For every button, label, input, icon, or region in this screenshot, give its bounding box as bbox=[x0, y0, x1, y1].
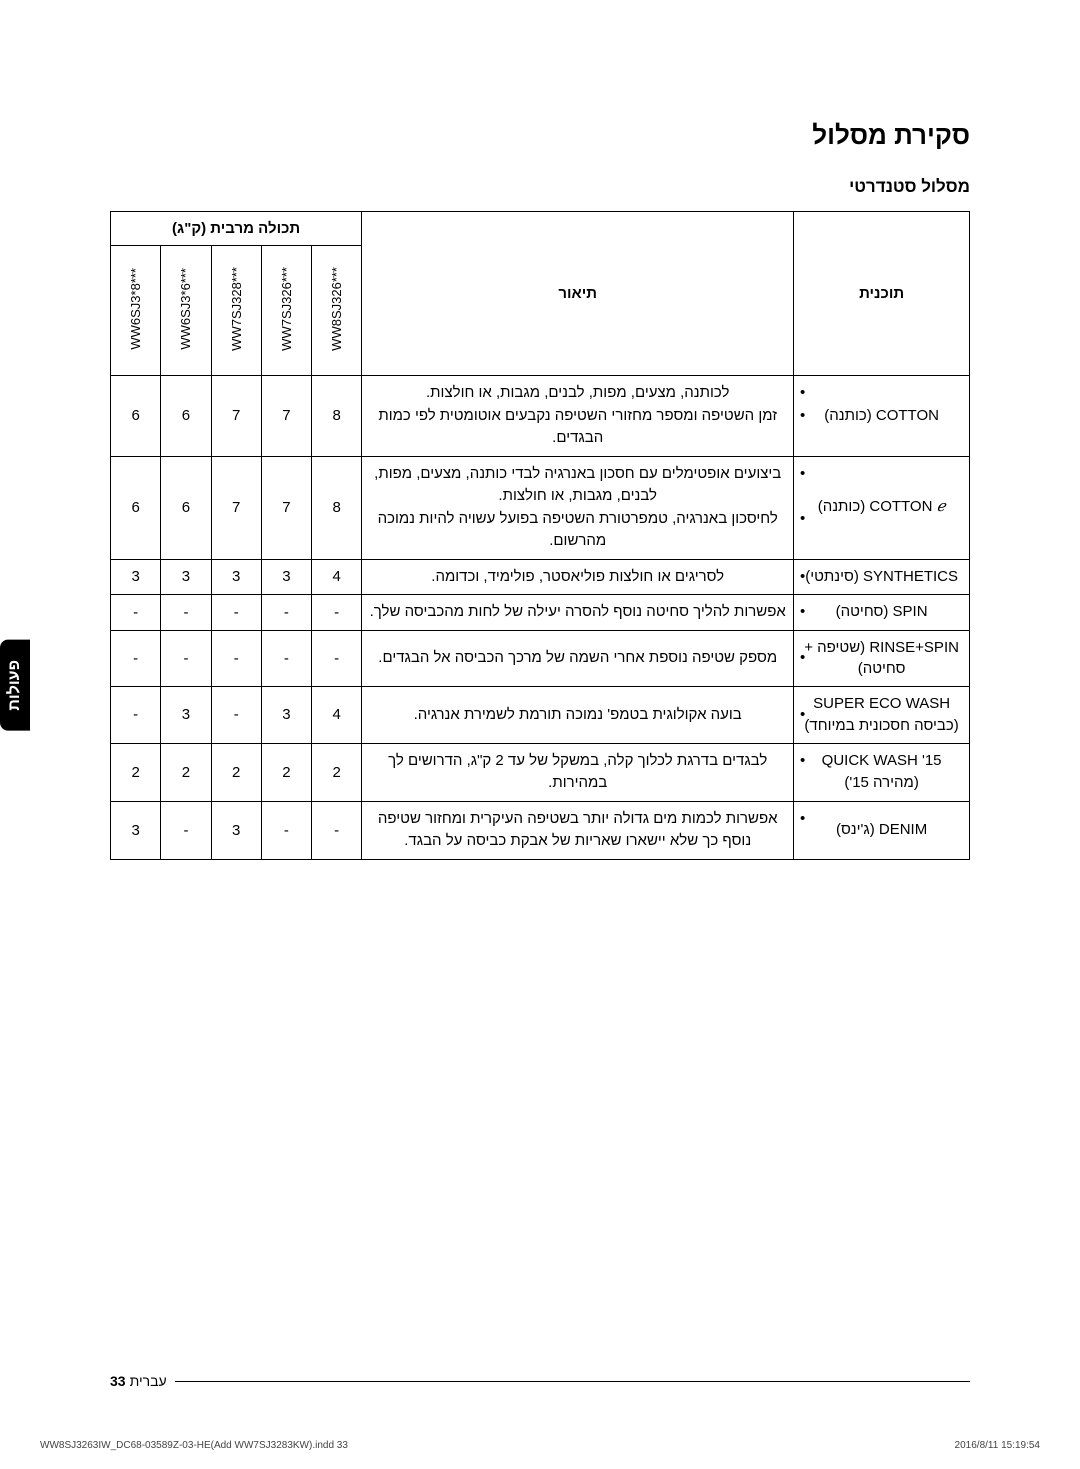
description-bullet: אפשרות לכמות מים גדולה יותר בשטיפה העיקר… bbox=[366, 808, 789, 853]
description-cell: לכותנה, מצעים, מפות, לבנים, מגבות, או חו… bbox=[362, 376, 794, 457]
capacity-cell: 4 bbox=[312, 687, 362, 744]
capacity-cell: - bbox=[111, 595, 161, 631]
header-description: תיאור bbox=[362, 212, 794, 376]
capacity-cell: - bbox=[261, 595, 311, 631]
capacity-cell: 7 bbox=[211, 376, 261, 457]
capacity-cell: - bbox=[161, 595, 211, 631]
header-model-3: WW6SJ3*6*** bbox=[161, 246, 211, 376]
cycle-table: תוכנית תיאור תכולה מרבית (ק"ג) WW8SJ326*… bbox=[110, 211, 970, 860]
program-cell: SYNTHETICS (סינתטי) bbox=[794, 559, 970, 595]
capacity-cell: 3 bbox=[211, 559, 261, 595]
capacity-cell: - bbox=[312, 801, 362, 859]
capacity-cell: 3 bbox=[261, 687, 311, 744]
program-cell: RINSE+SPIN (שטיפה + סחיטה) bbox=[794, 630, 970, 687]
print-filename: WW8SJ3263IW_DC68-03589Z-03-HE(Add WW7SJ3… bbox=[40, 1440, 348, 1451]
table-row: ℯ COTTON (כותנה)ביצועים אופטימלים עם חסכ… bbox=[111, 456, 970, 559]
description-bullet: לסריגים או חולצות פוליאסטר, פולימיד, וכד… bbox=[366, 566, 789, 589]
subsection-title: מסלול סטנדרטי bbox=[110, 177, 970, 197]
capacity-cell: 7 bbox=[261, 376, 311, 457]
header-model-1: WW7SJ326*** bbox=[261, 246, 311, 376]
capacity-cell: 7 bbox=[261, 456, 311, 559]
capacity-cell: 2 bbox=[211, 743, 261, 801]
capacity-cell: 6 bbox=[161, 456, 211, 559]
eco-icon: ℯ bbox=[937, 497, 946, 519]
header-model-4: WW6SJ3*8*** bbox=[111, 246, 161, 376]
page-footer: עברית 33 bbox=[110, 1373, 970, 1389]
capacity-cell: 3 bbox=[211, 801, 261, 859]
program-cell: ℯ COTTON (כותנה) bbox=[794, 456, 970, 559]
table-row: SUPER ECO WASH (כביסה חסכונית במיוחד)בוע… bbox=[111, 687, 970, 744]
program-cell: COTTON (כותנה) bbox=[794, 376, 970, 457]
header-capacity-group: תכולה מרבית (ק"ג) bbox=[111, 212, 362, 246]
description-bullet: ביצועים אופטימלים עם חסכון באנרגיה לבדי … bbox=[366, 463, 789, 508]
capacity-cell: 2 bbox=[161, 743, 211, 801]
description-bullet: לחיסכון באנרגיה, טמפרטורת השטיפה בפועל ע… bbox=[366, 508, 789, 553]
capacity-cell: 3 bbox=[111, 801, 161, 859]
print-metadata: WW8SJ3263IW_DC68-03589Z-03-HE(Add WW7SJ3… bbox=[40, 1440, 1040, 1451]
description-cell: בועה אקולוגית בטמפ' נמוכה תורמת לשמירת א… bbox=[362, 687, 794, 744]
header-program: תוכנית bbox=[794, 212, 970, 376]
capacity-cell: 8 bbox=[312, 456, 362, 559]
capacity-cell: - bbox=[261, 630, 311, 687]
program-cell: 15' QUICK WASH (מהירה 15') bbox=[794, 743, 970, 801]
capacity-cell: 6 bbox=[111, 376, 161, 457]
capacity-cell: 2 bbox=[261, 743, 311, 801]
capacity-cell: 6 bbox=[111, 456, 161, 559]
description-bullet: זמן השטיפה ומספר מחזורי השטיפה נקבעים או… bbox=[366, 405, 789, 450]
capacity-cell: 8 bbox=[312, 376, 362, 457]
description-cell: אפשרות להליך סחיטה נוסף להסרה יעילה של ל… bbox=[362, 595, 794, 631]
capacity-cell: 6 bbox=[161, 376, 211, 457]
table-row: DENIM (ג'ינס)אפשרות לכמות מים גדולה יותר… bbox=[111, 801, 970, 859]
description-bullet: אפשרות להליך סחיטה נוסף להסרה יעילה של ל… bbox=[366, 601, 789, 624]
table-row: RINSE+SPIN (שטיפה + סחיטה)מספק שטיפה נוס… bbox=[111, 630, 970, 687]
capacity-cell: - bbox=[211, 595, 261, 631]
side-tab: פעולות bbox=[0, 640, 30, 731]
program-cell: SPIN (סחיטה) bbox=[794, 595, 970, 631]
table-row: 15' QUICK WASH (מהירה 15')לבגדים בדרגת ל… bbox=[111, 743, 970, 801]
description-bullet: לבגדים בדרגת לכלוך קלה, במשקל של עד 2 ק"… bbox=[366, 750, 789, 795]
capacity-cell: 4 bbox=[312, 559, 362, 595]
description-cell: לסריגים או חולצות פוליאסטר, פולימיד, וכד… bbox=[362, 559, 794, 595]
capacity-cell: 3 bbox=[161, 687, 211, 744]
header-model-0: WW8SJ326*** bbox=[312, 246, 362, 376]
capacity-cell: - bbox=[161, 801, 211, 859]
capacity-cell: - bbox=[211, 630, 261, 687]
description-bullet: בועה אקולוגית בטמפ' נמוכה תורמת לשמירת א… bbox=[366, 704, 789, 727]
header-model-2: WW7SJ328*** bbox=[211, 246, 261, 376]
capacity-cell: 7 bbox=[211, 456, 261, 559]
capacity-cell: - bbox=[111, 630, 161, 687]
description-bullet: לכותנה, מצעים, מפות, לבנים, מגבות, או חו… bbox=[366, 382, 789, 405]
program-cell: DENIM (ג'ינס) bbox=[794, 801, 970, 859]
description-cell: אפשרות לכמות מים גדולה יותר בשטיפה העיקר… bbox=[362, 801, 794, 859]
description-cell: מספק שטיפה נוספת אחרי השמה של מרכך הכביס… bbox=[362, 630, 794, 687]
table-row: COTTON (כותנה)לכותנה, מצעים, מפות, לבנים… bbox=[111, 376, 970, 457]
capacity-cell: - bbox=[111, 687, 161, 744]
description-cell: ביצועים אופטימלים עם חסכון באנרגיה לבדי … bbox=[362, 456, 794, 559]
footer-page-number: 33 bbox=[110, 1373, 126, 1389]
print-timestamp: 2016/8/11 15:19:54 bbox=[955, 1440, 1040, 1451]
capacity-cell: - bbox=[312, 595, 362, 631]
capacity-cell: 3 bbox=[111, 559, 161, 595]
table-row: SYNTHETICS (סינתטי)לסריגים או חולצות פול… bbox=[111, 559, 970, 595]
capacity-cell: 2 bbox=[312, 743, 362, 801]
description-cell: לבגדים בדרגת לכלוך קלה, במשקל של עד 2 ק"… bbox=[362, 743, 794, 801]
capacity-cell: - bbox=[211, 687, 261, 744]
capacity-cell: 3 bbox=[161, 559, 211, 595]
capacity-cell: - bbox=[161, 630, 211, 687]
capacity-cell: - bbox=[261, 801, 311, 859]
footer-rule bbox=[175, 1381, 970, 1382]
section-title: סקירת מסלול bbox=[110, 120, 970, 151]
capacity-cell: - bbox=[312, 630, 362, 687]
capacity-cell: 3 bbox=[261, 559, 311, 595]
program-cell: SUPER ECO WASH (כביסה חסכונית במיוחד) bbox=[794, 687, 970, 744]
capacity-cell: 2 bbox=[111, 743, 161, 801]
table-row: SPIN (סחיטה)אפשרות להליך סחיטה נוסף להסר… bbox=[111, 595, 970, 631]
footer-language: עברית bbox=[130, 1373, 167, 1389]
description-bullet: מספק שטיפה נוספת אחרי השמה של מרכך הכביס… bbox=[366, 647, 789, 670]
